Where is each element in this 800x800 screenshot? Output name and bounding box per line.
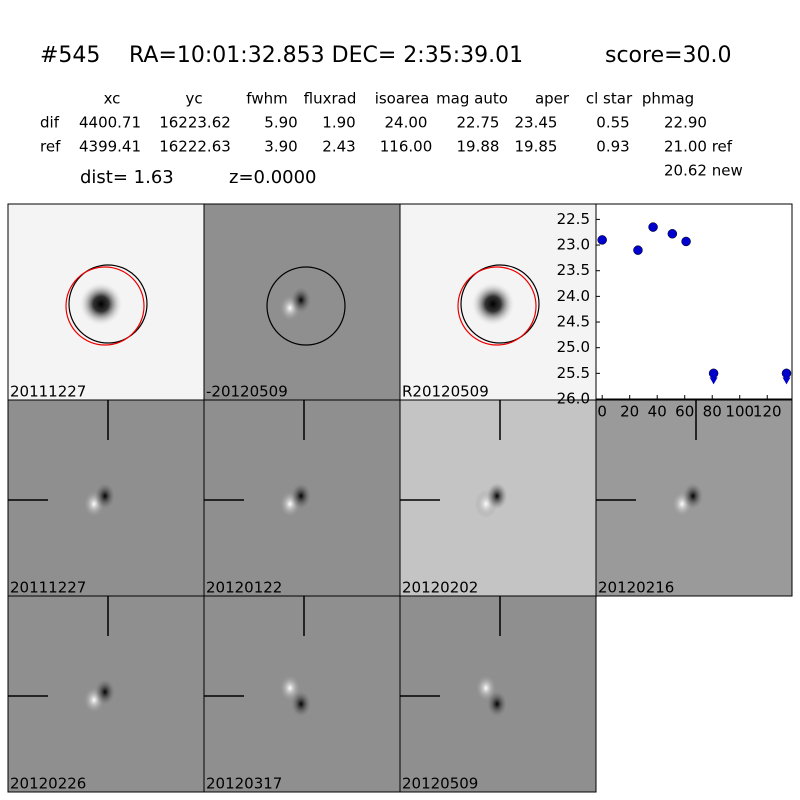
y-tick-label: 23.0: [557, 236, 590, 254]
x-tick-label: 40: [648, 403, 667, 421]
table-cell: 23.45: [515, 114, 558, 132]
x-tick-label: 100: [725, 403, 754, 421]
table-cell: 5.90: [264, 114, 297, 132]
residual-dark: [291, 287, 311, 313]
stamp-label: 20120122: [206, 579, 282, 597]
limit-arrow: [709, 377, 718, 385]
stamp-label: 20120226: [10, 775, 86, 793]
table-cell: 0.93: [596, 138, 629, 156]
distance: dist= 1.63: [80, 167, 174, 188]
point: [597, 235, 607, 245]
source: [79, 282, 123, 326]
table-cell: 1.90: [322, 114, 355, 132]
y-tick-label: 23.5: [557, 261, 590, 279]
table-cell: 0.55: [596, 114, 629, 132]
row-label: dif: [40, 114, 60, 132]
coordinates: RA=10:01:32.853 DEC= 2:35:39.01: [129, 43, 523, 68]
ref-aperture: [457, 266, 537, 346]
table-cell: 19.85: [515, 138, 558, 156]
point: [648, 222, 658, 232]
residual-dark: [487, 691, 507, 717]
table-cell: 22.90: [664, 114, 707, 132]
x-tick-label: 0: [597, 403, 607, 421]
point: [708, 368, 719, 379]
ref-aperture: [65, 266, 145, 346]
stamp-label: -20120509: [206, 383, 288, 401]
candidate-id: #545: [40, 43, 100, 68]
table-cell: 3.90: [264, 138, 297, 156]
redshift: z=0.0000: [229, 167, 317, 188]
table-cell: 19.88: [457, 138, 500, 156]
table-cell: 24.00: [385, 114, 428, 132]
column-header: yc: [185, 90, 202, 108]
y-tick-label: 26.0: [557, 390, 590, 408]
residual-dark: [291, 691, 311, 717]
stamp-label: R20120509: [402, 383, 489, 401]
plot-area: [595, 203, 793, 400]
limit-arrow: [782, 377, 791, 385]
stamp-label: 20111227: [10, 383, 86, 401]
aperture: [460, 264, 540, 344]
table-cell: 4400.71: [79, 114, 141, 132]
residual-dark: [487, 483, 507, 509]
column-header: phmag: [642, 90, 694, 108]
stamp-label: 20120202: [402, 579, 478, 597]
x-tick-label: 120: [753, 403, 782, 421]
stamp-label: 20120509: [402, 775, 478, 793]
table-cell: 22.75: [457, 114, 500, 132]
x-tick-label: 80: [703, 403, 722, 421]
table-cell: 4399.41: [79, 138, 141, 156]
y-tick-label: 25.0: [557, 338, 590, 356]
residual-dark: [95, 483, 115, 509]
point: [633, 245, 643, 255]
stamp-label: 20111227: [10, 579, 86, 597]
y-tick-label: 22.5: [557, 210, 590, 228]
aperture: [68, 264, 148, 344]
row-label: ref: [40, 138, 61, 156]
column-header: cl star: [586, 90, 633, 108]
residual-dark: [291, 483, 311, 509]
column-header: mag auto: [436, 90, 508, 108]
point: [667, 229, 678, 239]
table-cell: 16223.62: [159, 114, 231, 132]
column-header: fluxrad: [304, 90, 357, 108]
stamp-label: 20120216: [598, 579, 674, 597]
x-tick-label: 20: [620, 403, 639, 421]
table-cell: 2.43: [322, 138, 355, 156]
column-header: aper: [535, 90, 570, 108]
column-header: isoarea: [375, 90, 430, 108]
point: [781, 368, 792, 379]
column-header: xc: [104, 90, 121, 108]
aperture: [266, 266, 346, 346]
stamp-label: 20120317: [206, 775, 282, 793]
source: [471, 282, 515, 326]
residual-dark: [683, 483, 703, 509]
y-tick-label: 25.5: [557, 364, 590, 382]
y-tick-label: 24.0: [557, 287, 590, 305]
table-cell: 116.00: [380, 138, 433, 156]
new-mag: 20.62 new: [664, 162, 743, 180]
x-tick-label: 60: [675, 403, 694, 421]
point: [681, 236, 691, 247]
residual-dark: [95, 679, 115, 705]
y-tick-label: 24.5: [557, 313, 590, 331]
table-cell: 21.00 ref: [664, 138, 733, 156]
column-header: fwhm: [246, 90, 287, 108]
table-cell: 16222.63: [159, 138, 231, 156]
score: score=30.0: [605, 43, 732, 68]
